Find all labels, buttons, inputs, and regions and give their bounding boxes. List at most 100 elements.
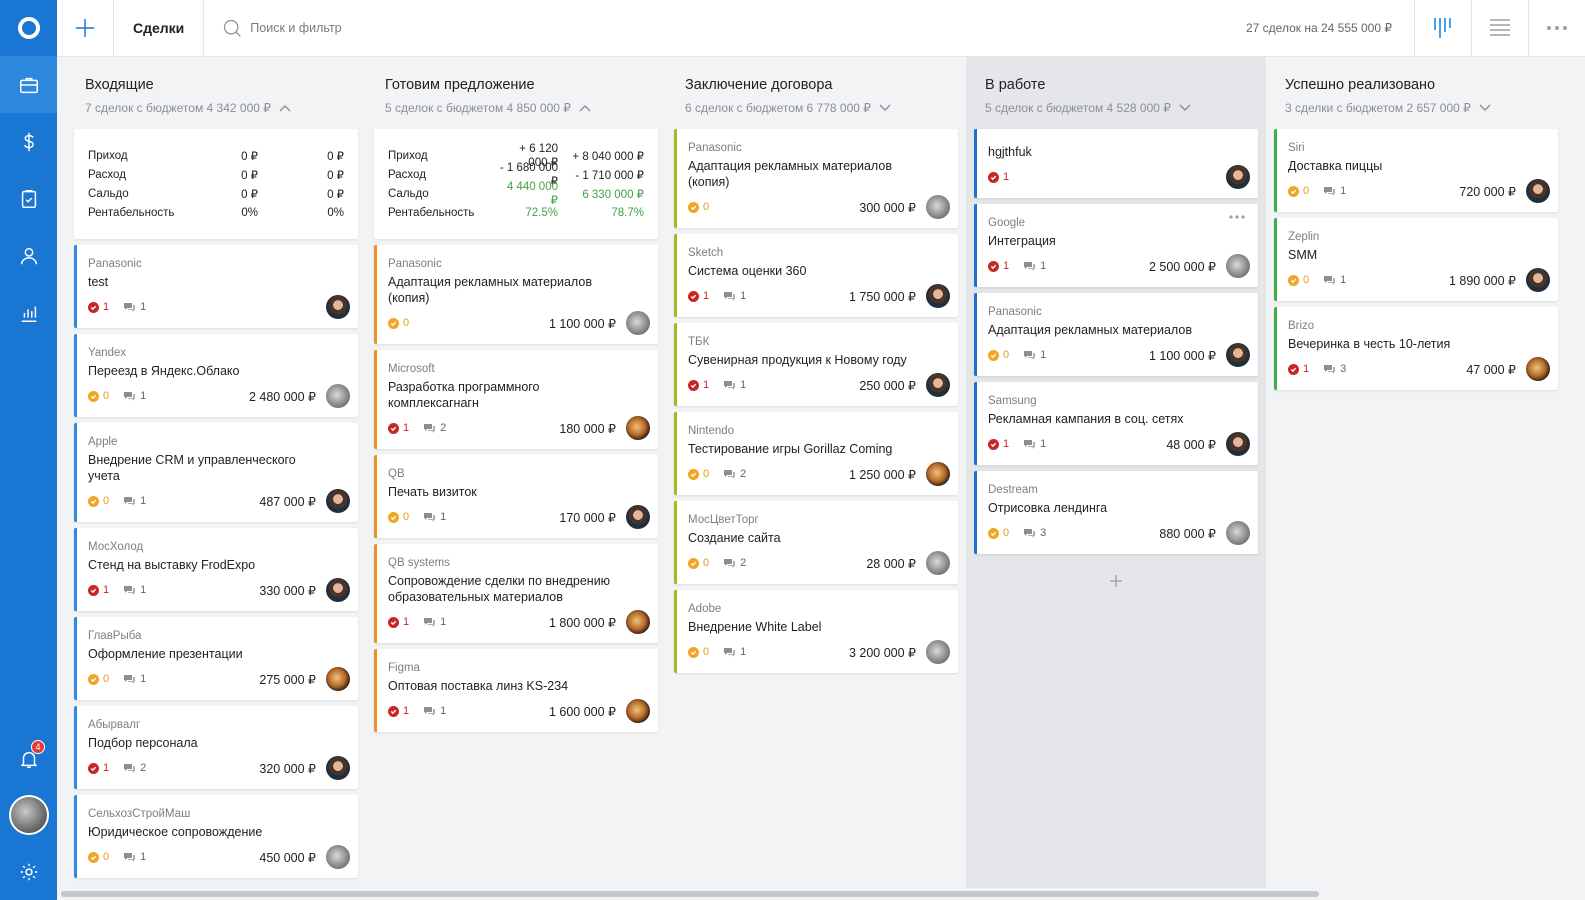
tasks-badge[interactable]: 1	[988, 438, 1009, 450]
deal-card[interactable]: ГлавРыба Оформление презентации 0 1 275 000…	[74, 617, 358, 700]
avatar[interactable]	[1226, 343, 1250, 367]
comments-badge[interactable]: 1	[123, 301, 146, 313]
deal-card[interactable]: Destream Отрисовка лендинга 0 3 880 000 ₽	[974, 471, 1258, 554]
deal-card[interactable]: Абырвалг Подбор персонала 1 2 320 000 ₽	[74, 706, 358, 789]
tasks-badge[interactable]: 1	[988, 260, 1009, 272]
avatar[interactable]	[926, 462, 950, 486]
tasks-badge[interactable]: 1	[88, 762, 109, 774]
tasks-badge[interactable]: 1	[688, 379, 709, 391]
deal-card[interactable]: Panasonic Адаптация рекламных материалов …	[974, 293, 1258, 376]
tasks-badge[interactable]: 0	[688, 201, 709, 213]
tasks-badge[interactable]: 1	[388, 422, 409, 434]
deal-card[interactable]: Panasonic Адаптация рекламных материалов …	[374, 245, 658, 344]
tasks-badge[interactable]: 0	[88, 495, 109, 507]
card-more-icon[interactable]	[1228, 214, 1246, 220]
comments-badge[interactable]: 1	[123, 673, 146, 685]
kanban-view-button[interactable]	[1414, 0, 1471, 57]
list-view-button[interactable]	[1471, 0, 1528, 57]
settings-button[interactable]	[0, 843, 57, 900]
comments-badge[interactable]: 1	[723, 646, 746, 658]
deal-card[interactable]: QB Печать визиток 0 1 170 000 ₽	[374, 455, 658, 538]
avatar[interactable]	[326, 756, 350, 780]
deal-card[interactable]: Siri Доставка пиццы 0 1 720 000 ₽	[1274, 129, 1558, 212]
tasks-badge[interactable]: 0	[988, 527, 1009, 539]
comments-badge[interactable]: 1	[1323, 274, 1346, 286]
column-budget-toggle[interactable]: 6 сделок с бюджетом 6 778 000 ₽	[685, 101, 946, 115]
sidebar-item-finance[interactable]	[0, 113, 57, 170]
tasks-badge[interactable]: 0	[88, 851, 109, 863]
deal-card[interactable]: Zeplin SMM 0 1 1 890 000 ₽	[1274, 218, 1558, 301]
comments-badge[interactable]: 1	[123, 495, 146, 507]
avatar[interactable]	[926, 640, 950, 664]
comments-badge[interactable]: 1	[1023, 438, 1046, 450]
add-card-button[interactable]	[974, 560, 1258, 588]
comments-badge[interactable]: 1	[723, 379, 746, 391]
avatar[interactable]	[626, 610, 650, 634]
deal-card[interactable]: МосЦветТорг Создание сайта 0 2 28 000 ₽	[674, 501, 958, 584]
tasks-badge[interactable]: 1	[988, 171, 1009, 183]
tasks-badge[interactable]: 0	[388, 511, 409, 523]
tasks-badge[interactable]: 0	[1288, 274, 1309, 286]
sidebar-item-deals[interactable]	[0, 56, 57, 113]
more-options-button[interactable]	[1528, 0, 1585, 57]
deal-card[interactable]: Brizo Вечеринка в честь 10-летия 1 3 47 000…	[1274, 307, 1558, 390]
column-budget-toggle[interactable]: 5 сделок с бюджетом 4 850 000 ₽	[385, 101, 646, 115]
tasks-badge[interactable]: 0	[988, 349, 1009, 361]
avatar[interactable]	[326, 578, 350, 602]
comments-badge[interactable]: 1	[423, 705, 446, 717]
comments-badge[interactable]: 3	[1323, 363, 1346, 375]
avatar[interactable]	[626, 311, 650, 335]
deal-card[interactable]: Figma Оптовая поставка линз KS-234 1 1 1 60…	[374, 649, 658, 732]
column-budget-toggle[interactable]: 3 сделки с бюджетом 2 657 000 ₽	[1285, 101, 1546, 115]
deal-card[interactable]: Adobe Внедрение White Label 0 1 3 200 000 ₽	[674, 590, 958, 673]
comments-badge[interactable]: 1	[123, 851, 146, 863]
deal-card[interactable]: Apple Внедрение CRM и управленческого уче…	[74, 423, 358, 522]
comments-badge[interactable]: 2	[123, 762, 146, 774]
tasks-badge[interactable]: 1	[88, 584, 109, 596]
app-logo[interactable]	[0, 0, 57, 56]
deal-card[interactable]: Sketch Система оценки 360 1 1 1 750 000 ₽	[674, 234, 958, 317]
deal-card[interactable]: МосХолод Стенд на выставку FrodExpo 1 1 330…	[74, 528, 358, 611]
avatar[interactable]	[626, 416, 650, 440]
avatar[interactable]	[626, 505, 650, 529]
avatar[interactable]	[1526, 268, 1550, 292]
comments-badge[interactable]: 2	[723, 468, 746, 480]
tasks-badge[interactable]: 0	[1288, 185, 1309, 197]
tasks-badge[interactable]: 1	[388, 705, 409, 717]
avatar[interactable]	[926, 551, 950, 575]
avatar[interactable]	[326, 384, 350, 408]
deal-card[interactable]: Google Интеграция 1 1 2 500 000 ₽	[974, 204, 1258, 287]
tasks-badge[interactable]: 1	[688, 290, 709, 302]
avatar[interactable]	[326, 295, 350, 319]
avatar[interactable]	[326, 845, 350, 869]
avatar[interactable]	[326, 667, 350, 691]
avatar[interactable]	[926, 195, 950, 219]
search-input[interactable]	[250, 21, 551, 35]
avatar[interactable]	[926, 284, 950, 308]
comments-badge[interactable]: 2	[723, 557, 746, 569]
avatar[interactable]	[1226, 521, 1250, 545]
avatar[interactable]	[1226, 165, 1250, 189]
deal-card[interactable]: Microsoft Разработка программного комплек…	[374, 350, 658, 449]
deal-card[interactable]: hgjthfuk 1	[974, 129, 1258, 198]
tasks-badge[interactable]: 1	[88, 301, 109, 313]
avatar[interactable]	[1226, 254, 1250, 278]
comments-badge[interactable]: 1	[1023, 349, 1046, 361]
sidebar-item-contacts[interactable]	[0, 227, 57, 284]
column-budget-toggle[interactable]: 7 сделок с бюджетом 4 342 000 ₽	[85, 101, 346, 115]
avatar[interactable]	[1226, 432, 1250, 456]
avatar[interactable]	[626, 699, 650, 723]
tasks-badge[interactable]: 1	[388, 616, 409, 628]
comments-badge[interactable]: 1	[723, 290, 746, 302]
comments-badge[interactable]: 1	[123, 584, 146, 596]
tasks-badge[interactable]: 0	[88, 390, 109, 402]
column-budget-toggle[interactable]: 5 сделок с бюджетом 4 528 000 ₽	[985, 101, 1246, 115]
comments-badge[interactable]: 1	[1023, 260, 1046, 272]
avatar[interactable]	[326, 489, 350, 513]
sidebar-item-reports[interactable]	[0, 284, 57, 341]
notifications-button[interactable]: 4	[0, 730, 57, 787]
avatar[interactable]	[926, 373, 950, 397]
deal-card[interactable]: Nintendo Тестирование игры Gorillaz Comin…	[674, 412, 958, 495]
